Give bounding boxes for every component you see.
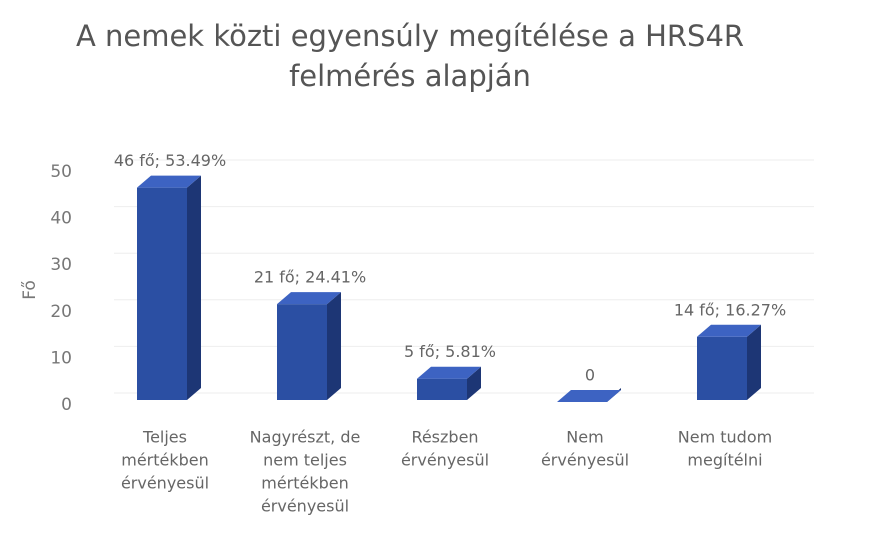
- bar-side: [187, 175, 201, 400]
- bar-side: [747, 324, 761, 400]
- y-axis-label: Fő: [20, 280, 40, 300]
- bar-front: [417, 378, 467, 400]
- chart-title: felmérés alapján: [289, 59, 531, 93]
- y-tick-label: 0: [61, 395, 72, 415]
- bar: [417, 366, 481, 400]
- x-tick-label: érvényesül: [121, 474, 209, 493]
- x-tick-label: érvényesül: [541, 451, 629, 470]
- y-tick-label: 30: [50, 255, 72, 275]
- value-label: 14 fő; 16.27%: [674, 300, 786, 319]
- x-tick-label: Teljes: [142, 428, 187, 447]
- bar-front: [137, 187, 187, 400]
- bar-top: [277, 292, 341, 305]
- y-tick-label: 10: [50, 348, 72, 368]
- value-label: 21 fő; 24.41%: [254, 268, 366, 287]
- bar-top: [137, 175, 201, 188]
- bar: [137, 175, 201, 400]
- y-tick-label: 50: [50, 162, 72, 182]
- x-tick-label: mértékben: [261, 474, 349, 493]
- bar: [697, 324, 761, 400]
- y-tick-label: 40: [50, 209, 72, 229]
- value-label: 0: [585, 366, 595, 385]
- bar-top: [417, 366, 481, 379]
- bar-front: [277, 304, 327, 400]
- chart-title: A nemek közti egyensúly megítélése a HRS…: [76, 19, 744, 53]
- x-tick-label: nem teljes: [263, 451, 347, 470]
- bar-side: [467, 366, 481, 400]
- bar-top: [557, 390, 621, 402]
- x-tick-label: Nagyrészt, de: [250, 428, 361, 447]
- bar: [277, 292, 341, 400]
- bar-top: [697, 324, 761, 337]
- x-tick-label: mértékben: [121, 451, 209, 470]
- y-tick-label: 20: [50, 302, 72, 322]
- x-tick-label: Nem tudom: [678, 428, 772, 447]
- x-tick-label: megítélni: [687, 451, 762, 470]
- x-tick-label: Részben: [411, 428, 478, 447]
- bar: [557, 388, 621, 402]
- x-tick-label: érvényesül: [401, 451, 489, 470]
- bar-front: [697, 336, 747, 400]
- x-tick-label: érvényesül: [261, 497, 349, 516]
- value-label: 5 fő; 5.81%: [404, 342, 496, 361]
- value-label: 46 fő; 53.49%: [114, 151, 226, 170]
- x-tick-label: Nem: [566, 428, 603, 447]
- bar-side: [327, 292, 341, 400]
